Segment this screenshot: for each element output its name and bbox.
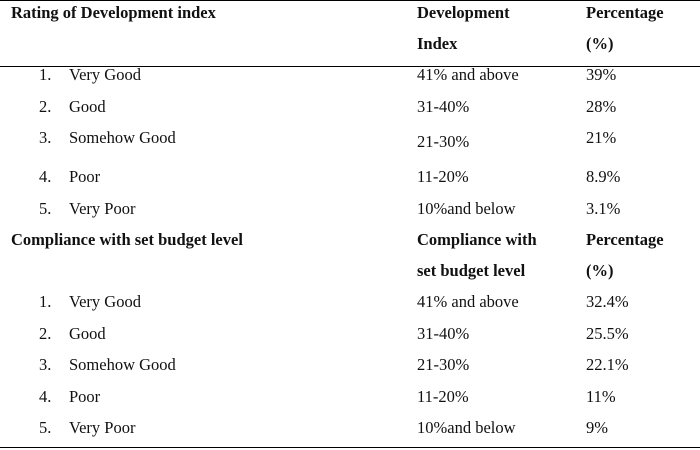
row-rating-label: Very Poor — [69, 199, 136, 218]
row-index-range: 11-20% — [417, 167, 469, 186]
section-1-header-percentage-line2: (%) — [586, 34, 614, 53]
row-percentage: 39% — [586, 65, 617, 84]
row-rating-label: Very Good — [69, 292, 141, 311]
section-2-header-percentage-line2: (%) — [586, 261, 614, 280]
row-index-range: 10%and below — [417, 199, 516, 218]
table-top-rule — [0, 0, 700, 1]
table-bottom-rule — [0, 447, 700, 448]
row-number: 3. — [39, 355, 52, 374]
row-number: 2. — [39, 97, 52, 116]
row-compliance-range: 31-40% — [417, 324, 470, 343]
row-number: 1. — [39, 65, 52, 84]
section-2-header-compliance-line1: Compliance with — [417, 230, 537, 249]
row-index-range: 31-40% — [417, 97, 470, 116]
row-number: 5. — [39, 418, 52, 437]
row-percentage: 9% — [586, 418, 608, 437]
row-percentage: 25.5% — [586, 324, 629, 343]
row-percentage: 3.1% — [586, 199, 621, 218]
row-rating-label: Good — [69, 324, 106, 343]
section-1-header-index-line2: Index — [417, 34, 458, 53]
row-percentage: 11% — [586, 387, 616, 406]
section-1-header-index-line1: Development — [417, 3, 510, 22]
row-rating-label: Good — [69, 97, 106, 116]
header-bottom-rule — [0, 66, 700, 67]
row-rating-label: Very Poor — [69, 418, 136, 437]
row-index-range: 41% and above — [417, 65, 519, 84]
row-percentage: 28% — [586, 97, 617, 116]
section-1-header-rating: Rating of Development index — [11, 3, 216, 22]
section-2-header-percentage-line1: Percentage — [586, 230, 664, 249]
row-rating-label: Poor — [69, 387, 101, 406]
row-rating-label: Somehow Good — [69, 128, 176, 147]
section-1-header-percentage-line1: Percentage — [586, 3, 664, 22]
row-number: 2. — [39, 324, 52, 343]
row-compliance-range: 41% and above — [417, 292, 519, 311]
row-index-range: 21-30% — [417, 132, 470, 151]
row-rating-label: Poor — [69, 167, 101, 186]
row-number: 5. — [39, 199, 52, 218]
row-number: 4. — [39, 167, 52, 186]
row-number: 1. — [39, 292, 52, 311]
row-number: 3. — [39, 128, 52, 147]
row-rating-label: Somehow Good — [69, 355, 176, 374]
row-compliance-range: 21-30% — [417, 355, 470, 374]
row-rating-label: Very Good — [69, 65, 141, 84]
row-number: 4. — [39, 387, 52, 406]
row-percentage: 21% — [586, 128, 617, 147]
row-percentage: 22.1% — [586, 355, 629, 374]
section-2-header-compliance-line2: set budget level — [417, 261, 526, 280]
row-compliance-range: 10%and below — [417, 418, 516, 437]
row-percentage: 32.4% — [586, 292, 629, 311]
section-2-header-compliance: Compliance with set budget level — [11, 230, 243, 249]
row-percentage: 8.9% — [586, 167, 621, 186]
row-compliance-range: 11-20% — [417, 387, 469, 406]
